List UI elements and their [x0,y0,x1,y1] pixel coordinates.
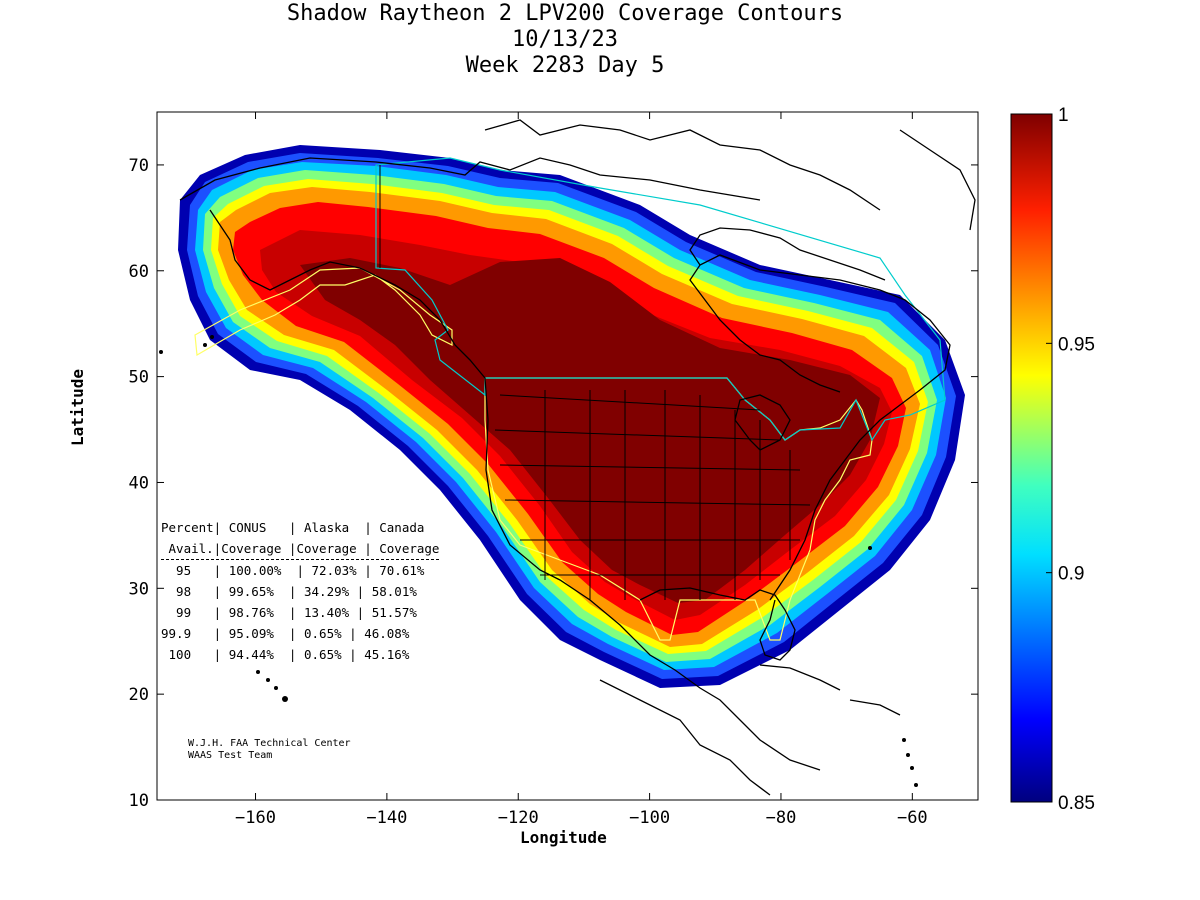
credit-line-1: W.J.H. FAA Technical Center [188,738,351,749]
colorbar-tick-label: 0.95 [1058,334,1095,355]
alaska-outline [194,267,453,356]
y-tick-label: 20 [129,685,149,705]
stats-row: 99.9 | 95.09% | 0.65% | 46.08% [161,626,410,641]
map-title: Shadow Raytheon 2 LPV200 Coverage Contou… [286,1,844,26]
map-date: 10/13/23 [512,27,618,52]
credit-block: W.J.H. FAA Technical Center WAAS Test Te… [188,738,351,762]
plot-frame [156,111,979,801]
x-axis-label: Longitude [520,828,607,847]
y-tick-label: 30 [129,579,149,599]
colorbar [1010,113,1053,803]
colorbar-tick-label: 0.85 [1058,793,1095,814]
stats-row: 99 | 98.76% | 13.40% | 51.57% [161,605,417,620]
y-tick-label: 40 [129,473,149,493]
y-axis-label: Latitude [68,368,87,446]
y-tick-label: 70 [129,156,149,176]
map-week-day: Week 2283 Day 5 [465,53,665,78]
x-tick-label: −120 [498,808,539,828]
stats-row: 100 | 94.44% | 0.65% | 45.16% [161,647,410,662]
islands [159,335,918,787]
y-tick-label: 60 [129,262,149,282]
coverage-layer [178,145,965,688]
colorbar-ticks: 1 0.95 0.9 0.85 [1046,105,1095,814]
y-tick-label: 10 [129,791,149,811]
x-tick-label: −160 [235,808,276,828]
credit-line-2: WAAS Test Team [188,750,273,761]
colorbar-tick-label: 0.9 [1058,564,1084,585]
colorbar-tick-label: 1 [1058,105,1069,126]
canada-outline [375,157,946,442]
state-borders [379,165,811,600]
x-tick-label: −100 [629,808,670,828]
stats-row: 95 | 100.00% | 72.03% | 70.61% [161,563,425,578]
x-tick-label: −140 [366,808,407,828]
y-ticks: 10 20 30 40 50 60 70 [129,156,978,811]
stats-header-2: Avail.|Coverage |Coverage | Coverage [161,538,440,560]
x-tick-label: −60 [897,808,928,828]
stats-header-1: Percent| CONUS | Alaska | Canada [161,520,425,535]
boundary-layer [159,119,976,796]
coverage-stats-table: Percent| CONUS | Alaska | Canada Avail.|… [161,517,440,665]
y-tick-label: 50 [129,368,149,388]
x-tick-label: −80 [766,808,797,828]
stats-row: 98 | 99.65% | 34.29% | 58.01% [161,584,417,599]
x-ticks: −160 −140 −120 −100 −80 −60 [235,112,928,828]
